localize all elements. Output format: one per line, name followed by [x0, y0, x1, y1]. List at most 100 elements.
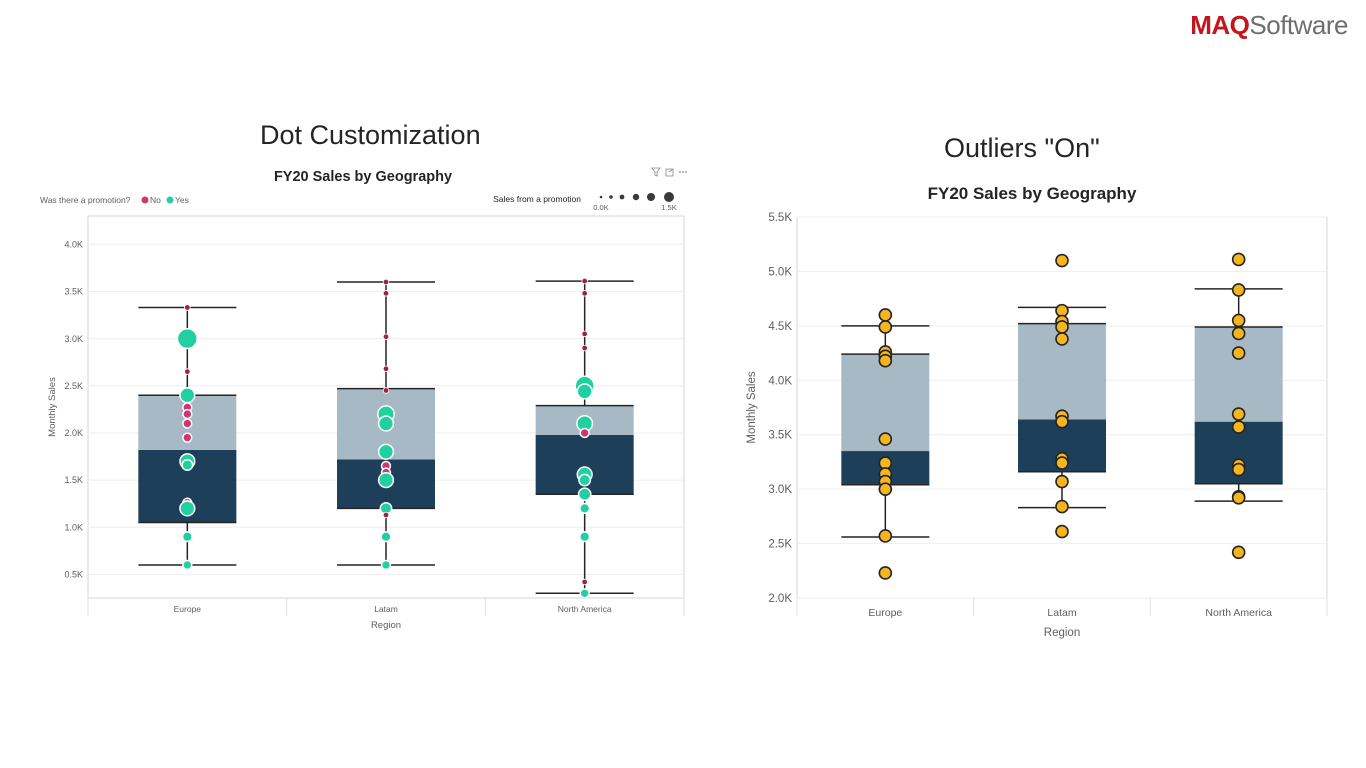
data-point: [878, 308, 893, 322]
y-axis-label: Monthly Sales: [746, 371, 758, 443]
size-legend-marker: [599, 195, 603, 199]
y-tick-label: 1.5K: [64, 475, 83, 485]
logo-suffix: Software: [1249, 10, 1348, 40]
x-axis-label: Region: [1044, 627, 1080, 639]
data-point: [1231, 346, 1246, 360]
data-point-yes: [179, 387, 196, 404]
data-point-yes: [579, 502, 591, 515]
data-point: [1231, 326, 1246, 341]
more-options-dot: [682, 171, 684, 173]
data-point-no: [182, 408, 193, 420]
chart-title: FY20 Sales by Geography: [928, 184, 1137, 203]
size-legend-min: 0.0K: [593, 203, 608, 212]
data-point-no: [581, 344, 588, 352]
x-tick-label: Latam: [374, 604, 398, 614]
data-point: [878, 353, 893, 368]
chart-left: FY20 Sales by Geography 0.5K 1.0K 1.5K 2.0K 2…: [40, 167, 687, 631]
x-tick-label: Latam: [1047, 607, 1076, 619]
data-point: [878, 529, 893, 543]
size-legend-title: Sales from a promotion: [493, 194, 581, 204]
data-point-no: [184, 304, 191, 311]
logo-brand: MAQ: [1190, 10, 1250, 40]
data-point-no: [184, 368, 191, 375]
y-tick-label: 4.5K: [768, 321, 792, 333]
data-point: [1055, 474, 1069, 489]
y-tick-label: 2.0K: [64, 428, 83, 438]
data-point-yes: [377, 471, 395, 489]
data-point: [1231, 283, 1246, 297]
x-tick-label: Europe: [868, 607, 902, 619]
data-point-yes: [179, 500, 196, 517]
y-tick-label: 4.0K: [64, 239, 83, 249]
data-point: [1055, 456, 1069, 470]
data-point-yes: [579, 531, 591, 543]
data-point: [1055, 332, 1069, 346]
data-point-yes: [577, 487, 592, 502]
size-legend-marker: [647, 193, 655, 201]
x-tick-label: North America: [558, 604, 612, 614]
y-tick-label: 2.5K: [64, 381, 83, 391]
data-point: [1055, 253, 1069, 268]
data-point-no: [182, 432, 193, 443]
y-axis-label: Monthly Sales: [47, 377, 58, 437]
more-options-icon: [679, 171, 687, 173]
data-point-no: [581, 277, 588, 285]
data-point-yes: [380, 559, 392, 571]
data-point-no: [382, 387, 390, 394]
more-options-dot: [679, 171, 681, 173]
data-point-no: [581, 330, 588, 338]
visual-header-icons: [651, 167, 674, 177]
data-point: [1231, 462, 1246, 477]
chart-title: FY20 Sales by Geography: [274, 169, 452, 185]
data-point-yes: [181, 458, 194, 472]
y-tick-label: 5.5K: [768, 212, 792, 224]
size-legend: Sales from a promotion 0.0K 1.5K: [493, 192, 677, 212]
data-point-yes: [377, 443, 395, 460]
legend-marker-no: [141, 196, 149, 204]
data-point: [878, 432, 893, 446]
y-tick-label: 2.5K: [768, 539, 792, 551]
data-point-no: [382, 278, 390, 286]
data-point-yes: [380, 531, 392, 543]
data-point: [1055, 414, 1069, 429]
y-tick-label: 3.0K: [768, 484, 792, 496]
x-tick-label: North America: [1205, 607, 1272, 619]
data-point: [1231, 545, 1246, 560]
data-point: [878, 482, 893, 496]
data-point-yes: [578, 473, 592, 487]
y-tick-label: 2.0K: [768, 593, 792, 605]
data-point-no: [182, 418, 193, 429]
size-legend-marker: [632, 193, 640, 201]
more-options-dot: [685, 171, 687, 173]
promotion-legend: Was there a promotion? No Yes: [40, 195, 189, 205]
data-point-yes: [176, 327, 198, 350]
y-tick-label: 0.5K: [64, 570, 83, 580]
x-axis-label: Region: [371, 620, 401, 631]
data-point-no: [382, 511, 390, 519]
data-point-no: [382, 333, 390, 340]
data-point: [1231, 420, 1246, 434]
data-point: [1055, 524, 1069, 539]
data-point-no: [581, 578, 588, 586]
chart-right: FY20 Sales by Geography 2.0K 2.5K 3.0K 3.5K 4…: [746, 184, 1328, 639]
data-point: [1231, 407, 1246, 421]
data-point: [1231, 252, 1246, 267]
plot-area-frame: [87, 215, 685, 599]
legend-marker-yes: [166, 196, 174, 204]
y-tick-label: 3.0K: [64, 334, 83, 344]
data-point: [1055, 499, 1069, 514]
focus-mode-icon: [665, 168, 674, 177]
data-point: [878, 320, 893, 334]
data-point-no: [382, 290, 390, 297]
data-point: [1231, 313, 1246, 328]
legend-label-no: No: [150, 195, 161, 205]
box-upper-quartile: [1194, 326, 1283, 422]
filter-icon: [651, 167, 661, 177]
data-point-yes: [576, 383, 593, 400]
size-legend-max: 1.5K: [661, 203, 676, 212]
size-legend-marker: [664, 192, 674, 202]
x-tick-label: Europe: [174, 604, 202, 614]
data-point-yes: [579, 588, 590, 599]
y-tick-label: 5.0K: [768, 266, 792, 278]
